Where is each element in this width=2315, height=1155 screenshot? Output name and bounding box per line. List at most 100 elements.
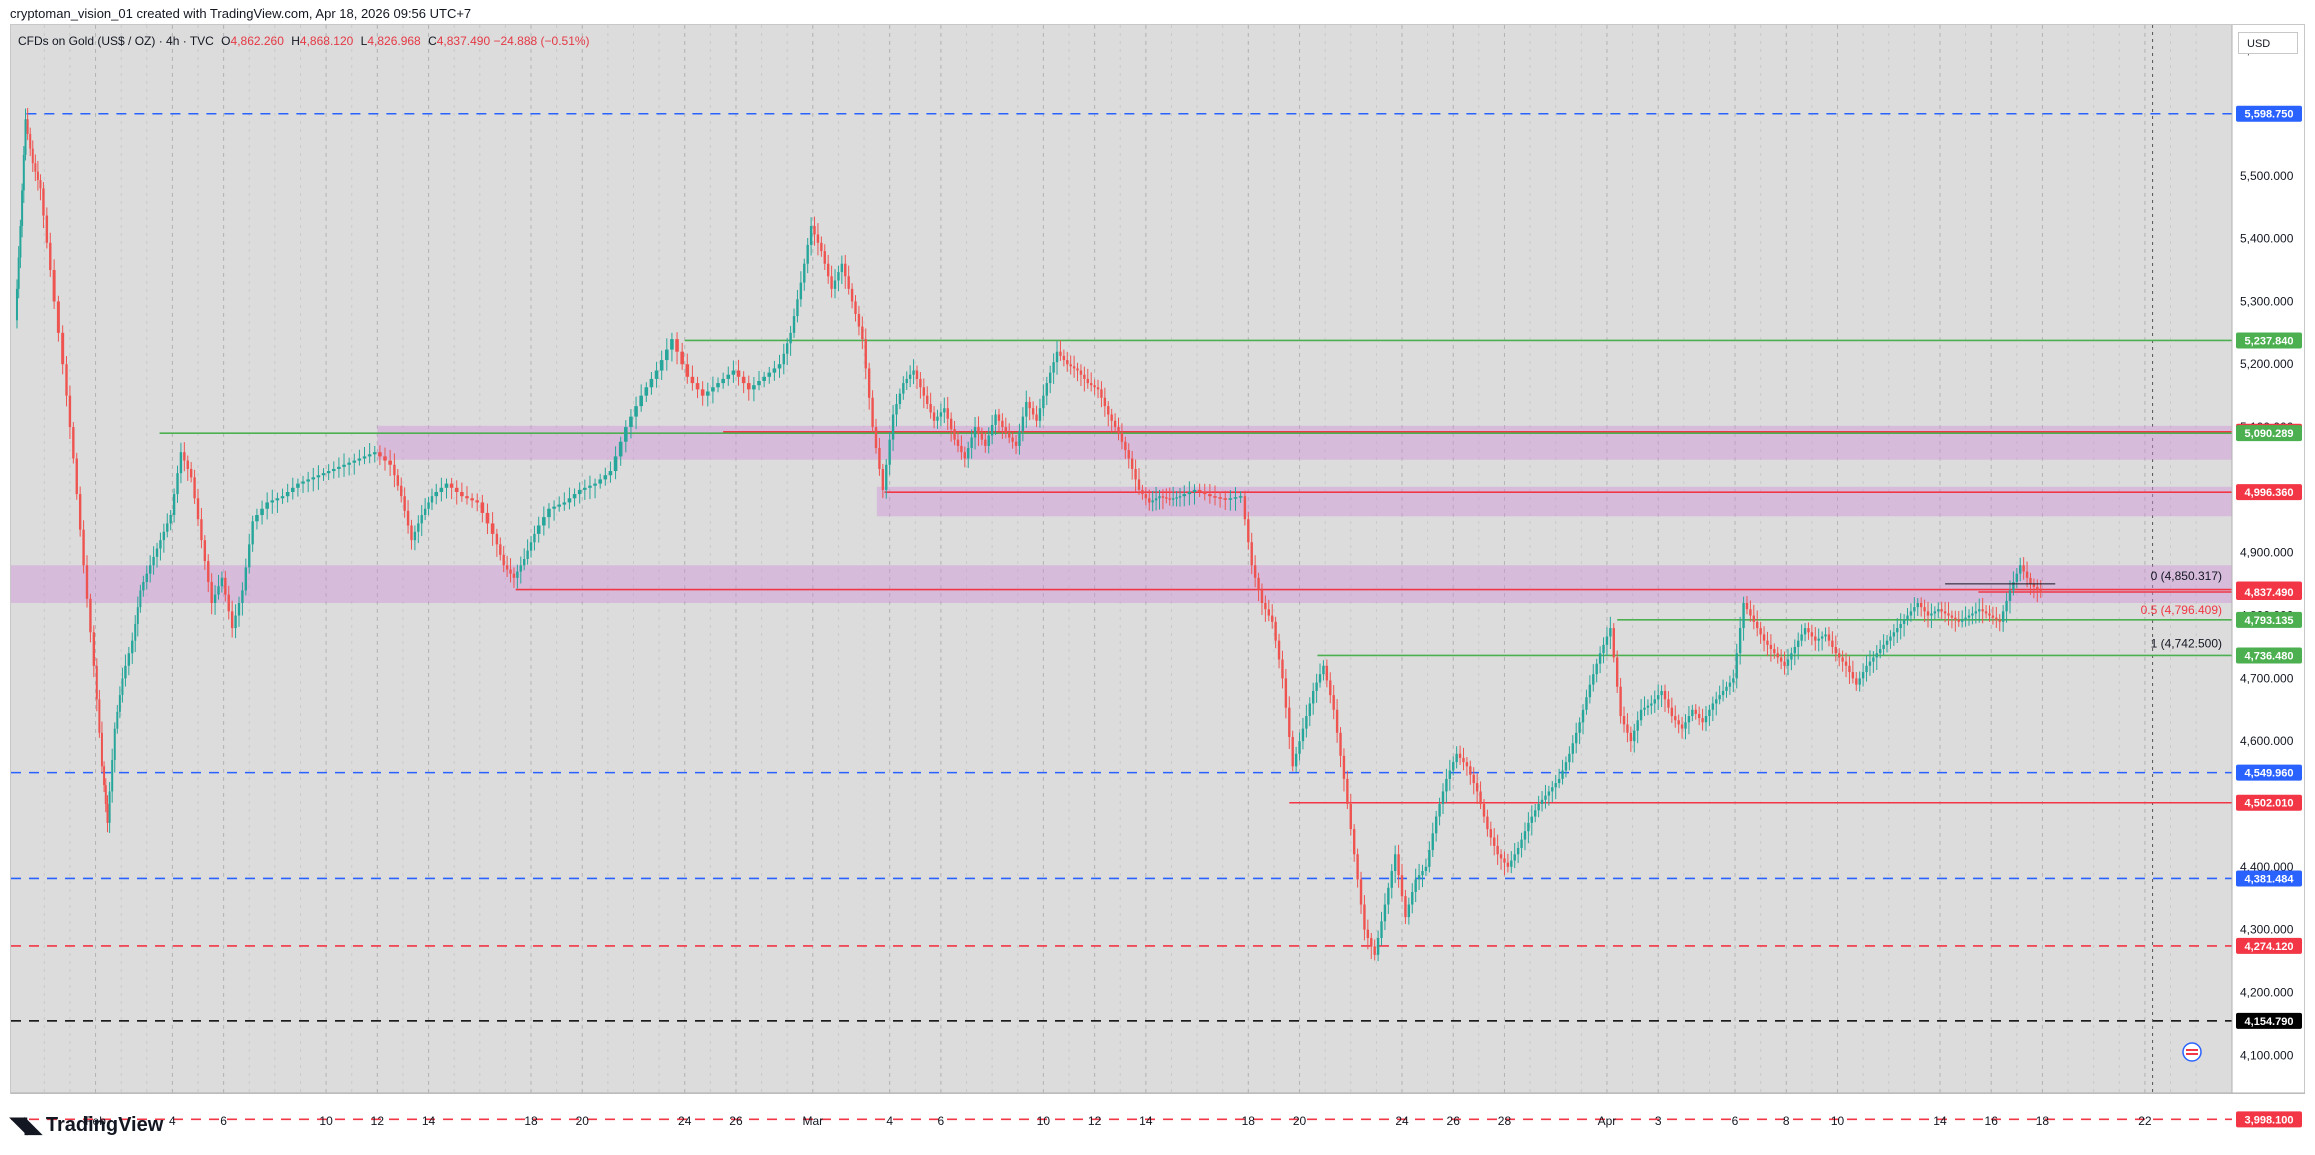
candle-body <box>1335 709 1339 733</box>
candle-body <box>1998 619 2001 622</box>
candle-body <box>1595 663 1598 675</box>
candle-body <box>1653 699 1656 704</box>
candle-body <box>1465 762 1469 767</box>
candle-body <box>166 523 169 532</box>
plot-background <box>11 25 2232 1093</box>
candle-body <box>61 332 65 365</box>
currency-selector[interactable]: USD <box>2238 32 2298 54</box>
candle-body <box>867 368 871 398</box>
candle-body <box>1103 397 1107 407</box>
candle-body <box>799 282 803 300</box>
price-label: 4,793.135 <box>2236 611 2302 628</box>
legend-change: −24.888 (−0.51%) <box>493 34 590 48</box>
candle-body <box>352 460 357 463</box>
price-label-text: 4,381.484 <box>2245 873 2295 885</box>
price-label: 4,736.480 <box>2236 647 2302 664</box>
candle-body <box>526 550 529 559</box>
legend-low: 4,826.968 <box>367 34 421 48</box>
legend-low-label: L <box>360 34 368 48</box>
candle-body <box>1718 695 1721 700</box>
candle-body <box>1366 929 1370 939</box>
price-label-bg <box>2236 764 2302 781</box>
x-tick-label: 18 <box>2036 1114 2050 1128</box>
x-tick-label: 10 <box>319 1114 333 1128</box>
candle-body <box>1506 862 1510 867</box>
price-label-bg <box>2236 794 2302 811</box>
candle-body <box>449 483 454 488</box>
candle-body <box>106 804 109 823</box>
candle-body <box>1568 753 1571 763</box>
candle-body <box>1332 695 1335 710</box>
candle-body <box>1158 496 1161 499</box>
candle-body <box>210 582 213 603</box>
candle-body <box>789 332 792 344</box>
candle-body <box>1134 468 1137 480</box>
candle-body <box>260 508 264 516</box>
price-label: 4,154.790 <box>2236 1012 2302 1029</box>
y-tick-label: 5,300.000 <box>2240 294 2294 308</box>
candle-body <box>624 427 628 442</box>
candle-body <box>1701 718 1704 723</box>
candle-body <box>362 456 367 459</box>
tradingview-logo[interactable]: ◥◣ TradingView <box>10 1112 163 1138</box>
candle-body <box>1383 904 1387 922</box>
candle-body <box>1127 450 1130 459</box>
candle-body <box>891 414 895 440</box>
candle-body <box>813 226 816 235</box>
candle-body <box>1028 401 1031 409</box>
candle-body <box>1656 695 1660 700</box>
candle-body <box>1909 611 1913 616</box>
candle-body <box>342 464 346 467</box>
flag-icon[interactable] <box>2182 1042 2202 1062</box>
candle-body <box>2012 582 2015 591</box>
candle-body <box>1059 351 1062 356</box>
candle-body <box>1745 602 1749 610</box>
y-tick-label: 5,500.000 <box>2240 169 2294 183</box>
candle-body <box>1769 644 1773 650</box>
candle-body <box>1612 628 1615 658</box>
candle-body <box>1318 674 1322 683</box>
candle-body <box>2008 590 2012 601</box>
candle-body <box>1691 709 1694 717</box>
candle-body <box>847 276 850 289</box>
candle-body <box>1274 621 1277 641</box>
candle-body <box>1872 657 1875 662</box>
candle-body <box>169 515 172 524</box>
candle-body <box>1165 497 1168 499</box>
candle-body <box>1298 741 1301 754</box>
candle-body <box>367 454 372 457</box>
candle-body <box>1294 753 1298 767</box>
candle-body <box>1878 649 1882 654</box>
candle-body <box>1943 611 1947 614</box>
candle-body <box>378 452 382 457</box>
legend-symbol[interactable]: CFDs on Gold (US$ / OZ) · 4h · TVC <box>18 34 214 48</box>
price-label: 3,998.100 <box>2236 1111 2302 1128</box>
candle-body <box>1025 401 1028 417</box>
candle-body <box>649 378 654 388</box>
candle-body <box>241 590 244 603</box>
candle-body <box>905 378 908 384</box>
candle-body <box>746 383 751 390</box>
chart-legend: CFDs on Gold (US$ / OZ) · 4h · TVC O4,86… <box>18 34 590 48</box>
candle-body <box>1646 705 1650 708</box>
price-label-bg <box>2236 1012 2302 1029</box>
candle-body <box>960 445 963 453</box>
candle-body <box>1957 619 1960 622</box>
candle-body <box>357 458 362 461</box>
supply-demand-zone <box>876 486 2233 517</box>
x-tick-label: 4 <box>169 1114 176 1128</box>
candle-body <box>1407 904 1411 918</box>
candle-body <box>383 456 387 461</box>
candle-body <box>1363 904 1366 930</box>
candle-body <box>953 429 956 440</box>
candle-body <box>17 257 20 289</box>
candle-body <box>95 665 98 700</box>
candle-body <box>393 464 396 476</box>
price-label-text: 4,274.120 <box>2245 941 2294 953</box>
candle-body <box>1503 858 1506 863</box>
candle-body <box>1933 611 1937 614</box>
candle-body <box>922 387 926 396</box>
candle-body <box>1639 709 1643 721</box>
x-tick-label: 6 <box>220 1114 227 1128</box>
